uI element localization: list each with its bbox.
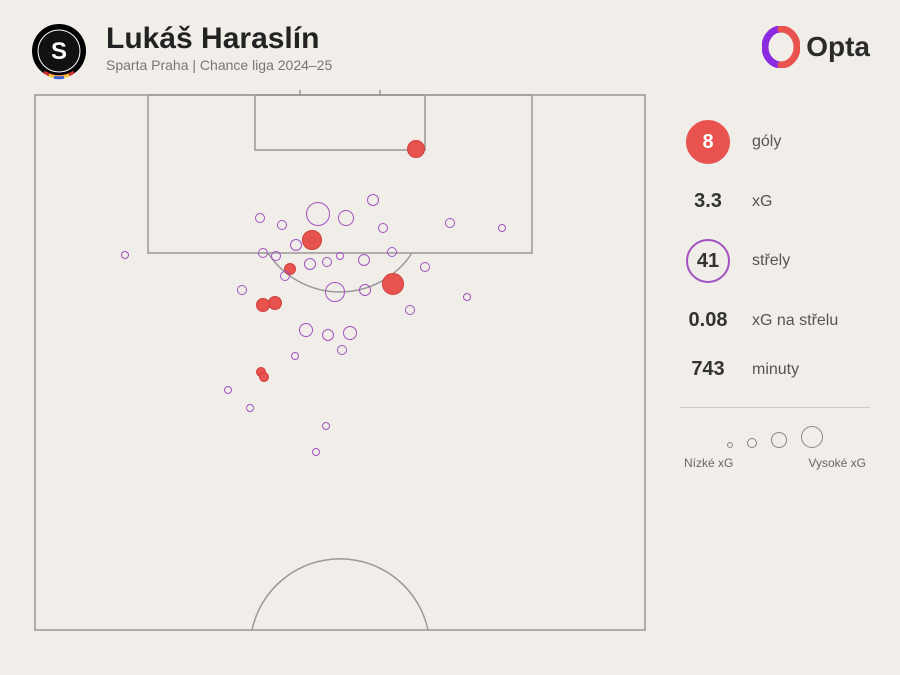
shot-miss [325, 282, 345, 302]
shot-miss [280, 271, 290, 281]
shot-miss [312, 448, 320, 456]
shot-goal [302, 230, 322, 250]
separator: | [189, 57, 200, 73]
title-block: Lukáš Haraslín Sparta Praha | Chance lig… [106, 22, 762, 73]
shot-goal [256, 298, 270, 312]
team-name: Sparta Praha [106, 57, 189, 73]
stat-xg-label: xG [752, 193, 772, 211]
legend-circle [771, 432, 787, 448]
legend-circle [727, 442, 733, 448]
opta-label: Opta [806, 31, 870, 63]
shot-miss [405, 305, 415, 315]
shot-goal [382, 273, 404, 295]
shot-miss [237, 285, 247, 295]
legend-circle [801, 426, 823, 448]
shot-miss [337, 345, 347, 355]
player-name: Lukáš Haraslín [106, 22, 762, 55]
legend-high: Vysoké xG [808, 456, 866, 470]
shot-miss [498, 224, 506, 232]
shot-miss [271, 251, 281, 261]
stat-xg-per-shot-value: 0.08 [680, 309, 736, 332]
shot-miss [359, 284, 371, 296]
shot-miss [255, 213, 265, 223]
stat-xg-value: 3.3 [680, 190, 736, 213]
shot-miss [258, 248, 268, 258]
stat-goals-label: góly [752, 133, 781, 151]
shot-miss [420, 262, 430, 272]
legend-circle [747, 438, 757, 448]
shot-goal [259, 372, 269, 382]
legend-circles [680, 426, 870, 448]
shot-miss [322, 422, 330, 430]
shot-goal [268, 296, 282, 310]
stats-sidebar: 8 góly 3.3 xG 41 střely 0.08 xG na střel… [680, 90, 870, 635]
stat-minutes: 743 minuty [680, 358, 870, 381]
shot-miss [291, 352, 299, 360]
legend-labels: Nízké xG Vysoké xG [680, 456, 870, 470]
shot-miss [338, 210, 354, 226]
competition: Chance liga 2024–25 [200, 57, 332, 73]
shot-miss [336, 252, 344, 260]
shot-miss [121, 251, 129, 259]
shot-miss [304, 258, 316, 270]
team-logo: S [30, 22, 88, 80]
stat-goals-value: 8 [686, 120, 730, 164]
subtitle: Sparta Praha | Chance liga 2024–25 [106, 57, 762, 73]
shot-miss [358, 254, 370, 266]
stat-xg-per-shot-label: xG na střelu [752, 312, 838, 330]
main-content: 8 góly 3.3 xG 41 střely 0.08 xG na střel… [0, 90, 900, 655]
shots-layer [30, 90, 650, 635]
stat-shots-value: 41 [686, 239, 730, 283]
stat-xg-per-shot: 0.08 xG na střelu [680, 309, 870, 332]
shot-goal [407, 140, 425, 158]
stat-minutes-label: minuty [752, 361, 799, 379]
shot-miss [306, 202, 330, 226]
shot-miss [290, 239, 302, 251]
shot-miss [299, 323, 313, 337]
shot-miss [378, 223, 388, 233]
stat-shots: 41 střely [680, 239, 870, 283]
shot-miss [246, 404, 254, 412]
shot-miss [367, 194, 379, 206]
shot-miss [343, 326, 357, 340]
stat-goals: 8 góly [680, 120, 870, 164]
shot-miss [445, 218, 455, 228]
shot-miss [387, 247, 397, 257]
shot-miss [322, 329, 334, 341]
opta-icon [762, 26, 800, 68]
shot-miss [277, 220, 287, 230]
svg-text:S: S [51, 38, 67, 65]
stat-shots-label: střely [752, 252, 790, 270]
stat-minutes-value: 743 [680, 358, 736, 381]
header: S Lukáš Haraslín Sparta Praha | Chance l… [0, 0, 900, 90]
opta-logo: Opta [762, 26, 870, 68]
xg-legend: Nízké xG Vysoké xG [680, 407, 870, 470]
shot-miss [224, 386, 232, 394]
shot-miss [322, 257, 332, 267]
shot-miss [463, 293, 471, 301]
shot-map [30, 90, 650, 635]
stat-xg: 3.3 xG [680, 190, 870, 213]
legend-low: Nízké xG [684, 456, 733, 470]
